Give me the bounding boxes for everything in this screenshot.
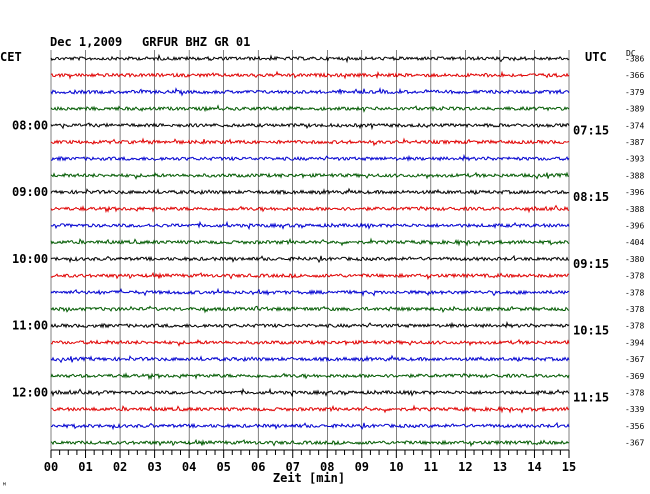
header-date: Dec 1,2009 — [50, 35, 122, 49]
seismic-trace — [50, 171, 570, 180]
dc-offset-label: -374 — [625, 121, 644, 130]
x-tick-label: 07 — [286, 460, 300, 474]
seismic-trace — [50, 372, 570, 381]
seismic-trace — [50, 87, 570, 97]
dc-offset-label: -393 — [625, 155, 644, 164]
right-time-label: 09:15 — [573, 257, 609, 271]
seismic-trace — [50, 137, 570, 147]
x-tick-label: 00 — [44, 460, 58, 474]
dc-offset-label: -378 — [625, 389, 644, 398]
dc-offset-label: -396 — [625, 188, 644, 197]
dc-offset-label: -388 — [625, 205, 644, 214]
seismic-trace — [50, 70, 570, 80]
left-zone-label: CET — [0, 50, 22, 64]
dc-offset-label: -389 — [625, 105, 644, 114]
seismic-trace — [50, 354, 570, 364]
dc-offset-label: -379 — [625, 88, 644, 97]
dc-offset-label: -378 — [625, 322, 644, 331]
x-tick-label: 14 — [527, 460, 541, 474]
dc-offset-label: -378 — [625, 272, 644, 281]
x-tick-label: 09 — [355, 460, 369, 474]
right-time-label: 10:15 — [573, 324, 609, 338]
seismic-trace — [50, 421, 570, 431]
dc-offset-label: -380 — [625, 255, 644, 264]
left-time-label: 11:00 — [12, 319, 48, 333]
x-tick-label: 06 — [251, 460, 265, 474]
right-zone-label: UTC — [585, 50, 607, 64]
seismic-trace — [50, 187, 570, 196]
dc-offset-label: -387 — [625, 138, 644, 147]
x-tick-label: 10 — [389, 460, 403, 474]
seismic-trace — [50, 320, 570, 329]
corner-mark: ᴹ — [2, 481, 7, 490]
dc-offset-label: -388 — [625, 171, 644, 180]
seismic-trace — [50, 305, 570, 314]
x-tick-label: 13 — [493, 460, 507, 474]
header-station: GRFUR BHZ GR 01 — [142, 35, 250, 49]
left-time-label: 10:00 — [12, 252, 48, 266]
seismic-trace — [50, 204, 570, 214]
left-time-label: 09:00 — [12, 185, 48, 199]
dc-offset-label: -367 — [625, 355, 644, 364]
dc-offset-label: -386 — [625, 55, 644, 64]
seismic-trace — [50, 254, 570, 264]
dc-offset-label: -378 — [625, 305, 644, 314]
seismic-trace — [50, 438, 570, 448]
left-time-label: 08:00 — [12, 118, 48, 132]
plot-grid — [50, 50, 570, 450]
x-axis: 00 01 02 03 04 05 06 07 08 09 10 11 12 13 14 15 — [44, 449, 576, 474]
seismic-trace — [50, 104, 570, 113]
left-time-label: 12:00 — [12, 386, 48, 400]
dc-offset-label: -396 — [625, 222, 644, 231]
seismic-trace — [50, 53, 570, 64]
right-time-label: 07:15 — [573, 123, 609, 137]
seismic-trace — [50, 237, 570, 247]
seismic-trace — [50, 271, 570, 281]
dc-offset-label: -367 — [625, 439, 644, 448]
seismic-trace — [50, 153, 570, 162]
x-tick-label: 11 — [424, 460, 438, 474]
label-group: 08:00 09:00 10:00 11:00 12:00 07:15 08:15 09:15… — [12, 55, 644, 448]
trace-group — [50, 53, 570, 448]
seismic-trace — [50, 122, 570, 131]
seismic-trace — [50, 220, 570, 231]
seismic-trace — [50, 404, 570, 414]
dc-offset-label: -378 — [625, 288, 644, 297]
dc-label: DC — [626, 49, 636, 58]
x-tick-label: 01 — [78, 460, 92, 474]
dc-offset-label: -394 — [625, 338, 644, 347]
x-tick-label: 04 — [182, 460, 196, 474]
dc-offset-label: -366 — [625, 71, 644, 80]
dc-offset-label: -356 — [625, 422, 644, 431]
right-time-label: 11:15 — [573, 391, 609, 405]
x-tick-label: 15 — [562, 460, 576, 474]
x-tick-label: 03 — [147, 460, 161, 474]
x-tick-label: 02 — [113, 460, 127, 474]
x-axis-title: Zeit [min] — [273, 471, 345, 485]
right-time-label: 08:15 — [573, 190, 609, 204]
dc-offset-label: -369 — [625, 372, 644, 381]
x-tick-label: 12 — [458, 460, 472, 474]
seismic-trace — [50, 287, 570, 298]
seismic-trace — [50, 338, 570, 347]
x-tick-label: 05 — [216, 460, 230, 474]
dc-offset-label: -339 — [625, 405, 644, 414]
dc-offset-label: -404 — [625, 238, 644, 247]
seismic-trace — [50, 387, 570, 398]
x-tick-label: 08 — [320, 460, 334, 474]
